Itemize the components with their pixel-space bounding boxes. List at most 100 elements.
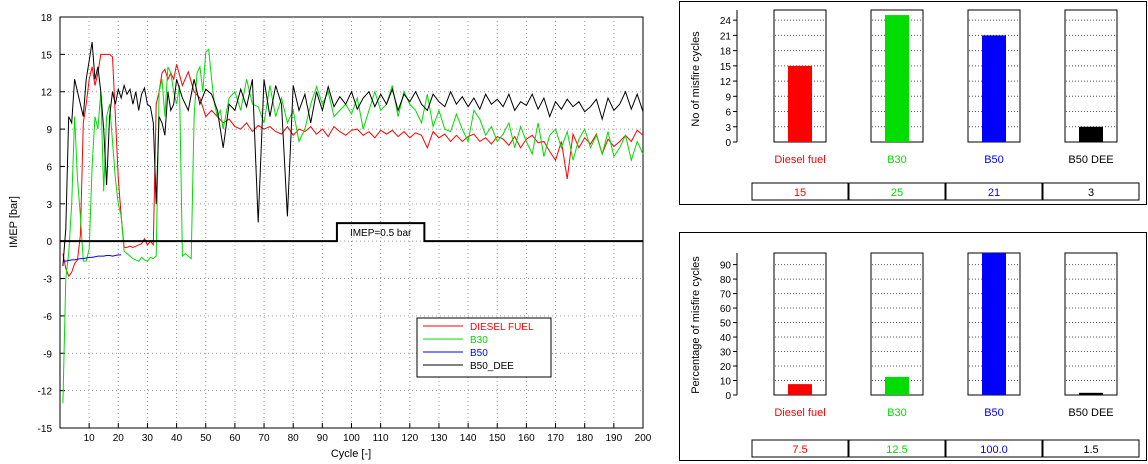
x-tick-label: 10 [84, 433, 96, 444]
bar-frame [773, 252, 827, 396]
y-axis-label: Percentage of misfire cycles [690, 256, 702, 394]
series-line-diesel-fuel [62, 53, 644, 278]
x-tick-label: 140 [460, 433, 477, 444]
legend: DIESEL FUEL B30 B50 B50_DEE [416, 317, 552, 378]
x-tick-label: 180 [576, 433, 593, 444]
threshold-label: IMEP=0.5 bar [350, 228, 412, 239]
x-tick-label: 160 [518, 433, 535, 444]
x-tick-label: 30 [142, 433, 154, 444]
x-tick-label: 110 [373, 433, 389, 444]
bar-chart-content: 0 10 20 30 40 50 60 70 80 90 Diesel fuel 7.5 B30 12.5… [720, 252, 1140, 458]
y-tick-label: -9 [43, 349, 52, 360]
y-tick-label: 70 [720, 290, 732, 301]
value-label: 21 [988, 187, 1000, 199]
imep-threshold-annotation: IMEP=0.5 bar [60, 222, 643, 243]
y-tick-label: 10 [720, 377, 732, 388]
bar-frame [870, 252, 924, 396]
x-tick-label: 120 [401, 433, 418, 444]
y-tick-label: 18 [41, 13, 53, 24]
value-box [751, 439, 849, 458]
y-tick-label: 3 [725, 123, 731, 134]
y-axis-label: No of misfire cycles [690, 31, 702, 127]
bar-b50 [982, 253, 1006, 395]
bar-diesel-fuel [788, 65, 812, 142]
y-tick-label: 80 [720, 275, 732, 286]
category-label: Diesel fuel [774, 154, 825, 166]
legend-label: B50 [470, 348, 488, 359]
category-label: B50 DEE [1068, 154, 1113, 166]
bar-b30 [885, 376, 909, 395]
y-tick-label: 20 [720, 362, 732, 373]
bar-b50 [982, 35, 1006, 143]
y-tick-label: 50 [720, 319, 732, 330]
value-label: 100.0 [980, 444, 1008, 456]
legend-label: B30 [470, 335, 488, 346]
y-tick-label: 6 [725, 108, 731, 119]
value-box [1042, 182, 1140, 201]
x-tick-label: 200 [635, 433, 652, 444]
category-label: Diesel fuel [774, 407, 825, 419]
bar-b50-dee [1079, 392, 1103, 395]
y-tick-label: 6 [46, 162, 52, 173]
x-tick-label: 90 [317, 433, 329, 444]
category-label: B50 DEE [1068, 407, 1113, 419]
misfire-count-panel: No of misfire cycles 0 3 6 9 12 15 18 21 24 Diese… [679, 1, 1147, 205]
misfire-percentage-panel: Percentage of misfire cycles 0 10 20 30 40 50… [679, 232, 1147, 461]
threshold-line [60, 222, 643, 243]
series-lines [62, 41, 644, 404]
x-tick-label: 190 [606, 433, 623, 444]
y-tick-label: 15 [41, 50, 53, 61]
x-tick-label: 40 [171, 433, 183, 444]
value-label: 15 [794, 187, 806, 199]
value-box [945, 182, 1043, 201]
x-tick-label: 60 [229, 433, 241, 444]
x-tick-label: 80 [288, 433, 300, 444]
y-tick-label: 3 [46, 200, 52, 211]
y-tick-label: 18 [720, 47, 732, 58]
bar-b30 [885, 15, 909, 143]
y-tick-label: -6 [43, 312, 52, 323]
bar-frame [1064, 252, 1118, 396]
legend-label: B50_DEE [470, 361, 514, 372]
category-label: B30 [887, 154, 907, 166]
value-label: 25 [891, 187, 903, 199]
y-axis-label: IMEP [bar] [8, 196, 20, 248]
y-tick-label: 9 [46, 125, 52, 136]
bar-b50-dee [1079, 126, 1103, 142]
y-tick-label: -3 [43, 275, 52, 286]
x-tick-label: 100 [343, 433, 360, 444]
y-tick-label: -12 [38, 387, 53, 398]
x-tick-labels: 10 20 30 40 50 60 70 80 90 100 110 120 130 140 150 160 1… [84, 433, 652, 444]
legend-box [416, 317, 552, 378]
value-label: 3 [1088, 187, 1094, 199]
value-box [945, 439, 1043, 458]
x-tick-label: 50 [200, 433, 212, 444]
value-box [751, 182, 849, 201]
category-label: B30 [887, 407, 907, 419]
value-label: 12.5 [886, 444, 907, 456]
y-tick-label: 40 [720, 333, 732, 344]
y-tick-labels: 18 15 12 9 6 3 0 -3 -6 -9 -12 -15 [38, 13, 53, 435]
category-label: B50 [984, 154, 1004, 166]
bar-diesel-fuel [788, 384, 812, 395]
y-tick-label: 90 [720, 261, 732, 272]
x-tick-label: 150 [489, 433, 506, 444]
value-box [1042, 439, 1140, 458]
value-box [848, 439, 946, 458]
y-tick-label: -15 [38, 424, 53, 435]
y-tick-label: 60 [720, 304, 732, 315]
y-tick-label: 12 [41, 88, 53, 99]
x-tick-label: 130 [431, 433, 448, 444]
y-tick-label: 0 [725, 138, 731, 149]
y-tick-label: 30 [720, 348, 732, 359]
value-label: 1.5 [1083, 444, 1098, 456]
y-tick-label: 0 [725, 391, 731, 402]
x-tick-label: 70 [258, 433, 270, 444]
x-tick-label: 170 [547, 433, 564, 444]
y-tick-label: 24 [720, 16, 732, 27]
y-tick-label: 15 [720, 62, 732, 73]
x-axis-label: Cycle [-] [331, 448, 371, 460]
series-line-b50 [62, 254, 122, 262]
value-box [848, 182, 946, 201]
